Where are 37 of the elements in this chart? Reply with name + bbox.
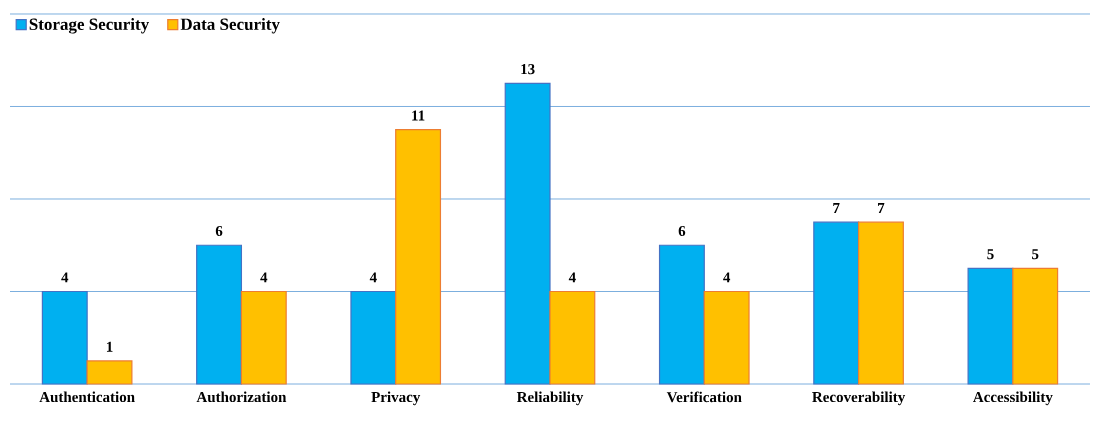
bar [196, 244, 243, 385]
bar [504, 82, 551, 385]
data-label: 7 [833, 203, 840, 213]
data-label: 4 [369, 272, 377, 283]
x-tick-label: Reliability [516, 391, 584, 406]
data-label: 5 [987, 249, 994, 260]
data-label: 7 [878, 203, 885, 213]
data-label: 1 [106, 341, 113, 352]
data-label: 4 [723, 272, 731, 283]
bar [1012, 267, 1059, 385]
legend-label: Data Security [180, 18, 280, 34]
legend-label: Storage Security [29, 18, 150, 34]
data-label: 4 [568, 272, 576, 283]
bar [240, 290, 287, 385]
x-tick-label: Accessibility [973, 391, 1053, 406]
bar [395, 129, 442, 385]
bar [350, 290, 397, 385]
data-label: 6 [678, 225, 686, 237]
bar [658, 244, 705, 385]
bar [813, 221, 860, 385]
data-label: 4 [260, 272, 268, 283]
x-tick-label: Verification [666, 391, 742, 403]
bar [549, 290, 596, 385]
bar [41, 290, 88, 385]
data-label: 5 [1032, 249, 1039, 260]
x-tick-label: Authentication [39, 391, 135, 403]
data-label: 6 [215, 225, 223, 237]
bar [86, 360, 133, 385]
bar [857, 221, 904, 385]
x-tick-label: Recoverability [812, 391, 906, 406]
x-tick-label: Authorization [196, 391, 287, 403]
bar [967, 267, 1014, 385]
x-tick-label: Privacy [371, 391, 421, 406]
data-label: 13 [521, 64, 535, 75]
bar [703, 290, 750, 385]
data-label: 4 [61, 272, 69, 283]
data-label: 11 [412, 110, 425, 121]
